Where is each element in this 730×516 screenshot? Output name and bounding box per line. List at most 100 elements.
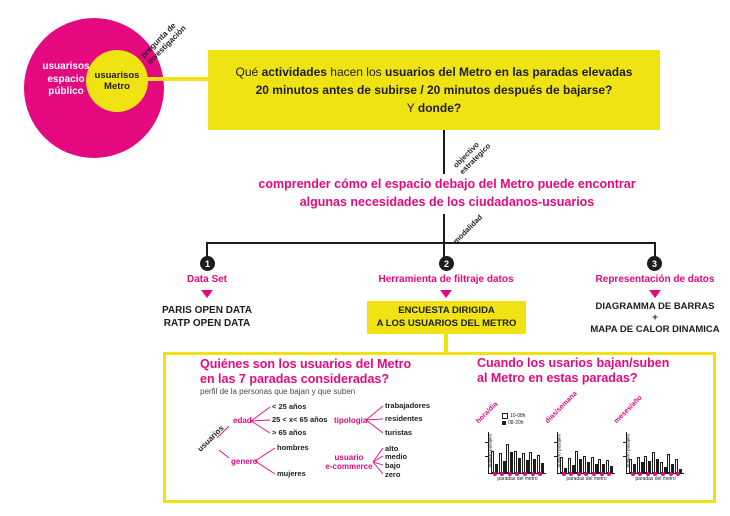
parada-dot xyxy=(523,472,528,476)
bar-solid xyxy=(525,460,529,473)
chart-title: meses/año xyxy=(613,394,644,425)
bar-solid xyxy=(510,452,514,473)
axis-tick xyxy=(623,442,626,443)
bar-group xyxy=(667,454,675,476)
bar-group xyxy=(598,459,606,476)
objective-statement: comprender cómo el espacio debajo del Me… xyxy=(258,177,636,209)
branch-1-title: Data Set xyxy=(186,274,227,285)
venn-outer-label: usuarisos espacio público xyxy=(42,61,90,97)
chart-plot-area: numero pasajero paradas del metro xyxy=(485,432,546,482)
branch-stub-3 xyxy=(654,242,656,257)
bar-group xyxy=(582,456,590,476)
bar-chart-meses-ano: meses/año numero pasajero paradas del me… xyxy=(613,394,686,500)
parada-dot xyxy=(645,472,650,476)
bar-group xyxy=(506,444,514,476)
step-2-badge: 2 xyxy=(439,256,454,271)
parada-dot xyxy=(584,472,589,476)
x-axis-label: paradas del metro xyxy=(566,476,607,482)
bar-solid xyxy=(533,459,537,473)
question-text-bold: actividades xyxy=(261,65,327,79)
triangle-down-icon xyxy=(440,290,452,298)
tree-option: turistas xyxy=(385,428,413,437)
bar-solid xyxy=(663,467,667,473)
bar-solid xyxy=(655,459,659,473)
question-text: hacen los xyxy=(326,65,385,79)
bar-outline xyxy=(582,456,586,473)
bar-group xyxy=(529,452,537,476)
bar-solid xyxy=(609,466,613,473)
tree-option: medio xyxy=(385,452,408,461)
bar-solid xyxy=(517,458,521,473)
legend-row: 10-08h xyxy=(502,413,526,419)
bar-outline xyxy=(529,452,533,473)
bar-solid xyxy=(502,461,506,473)
tree-node-edad: edad xyxy=(233,416,252,425)
axis-tick xyxy=(554,456,557,457)
parada-dot xyxy=(561,472,566,476)
parada-dot xyxy=(576,472,581,476)
bar-outline xyxy=(667,454,671,473)
bar-group xyxy=(575,451,583,476)
x-axis-label: paradas del metro xyxy=(497,476,538,482)
bar-solid xyxy=(640,462,644,473)
parada-dot xyxy=(638,472,643,476)
bar-solid xyxy=(671,464,675,473)
triangle-down-icon xyxy=(201,290,213,298)
chart-title: dias/semana xyxy=(544,390,579,425)
panel-left-subtitle: perfil de la personas que bajan y que su… xyxy=(200,387,356,396)
bar-outline xyxy=(506,444,510,473)
modality-connector-line xyxy=(443,214,445,244)
question-text-bold: donde? xyxy=(417,101,462,115)
parada-dot xyxy=(515,472,520,476)
bar-outline xyxy=(567,458,571,473)
tree-option: hombres xyxy=(277,443,309,452)
question-text: Y xyxy=(406,101,418,115)
tree-option: trabajadores xyxy=(385,401,431,410)
panel-right-title: Cuando los usarios bajan/suben al Metro … xyxy=(477,356,670,385)
bar-outline xyxy=(598,459,602,473)
question-text: Qué xyxy=(235,65,262,79)
bar-outline xyxy=(590,457,594,473)
objectivo-estrategico-label: objectivo estrategico xyxy=(451,140,493,176)
bar-group xyxy=(659,462,667,476)
question-line-3: Y donde? xyxy=(208,99,660,117)
step-3-badge: 3 xyxy=(647,256,662,271)
tree-option: alto xyxy=(385,444,399,453)
question-line-1: Qué actividades hacen los usuarios del M… xyxy=(208,63,660,81)
bar-outline xyxy=(521,453,525,473)
axis-tick xyxy=(485,456,488,457)
tree-node-usuario-ecommerce: usuario e-commerce xyxy=(325,453,373,472)
branch-2-title: Herramienta de filtraje datos xyxy=(378,274,514,285)
question-line-2: 20 minutos antes de subirse / 20 minutos… xyxy=(255,83,613,97)
bar-chart-hora-dia: hora/dia 10-08h 08-20h numero pasajero p… xyxy=(475,396,548,500)
panel-left-title: Quiénes son los usuarios del Metro en la… xyxy=(200,357,412,386)
legend-label: 10-08h xyxy=(510,413,526,419)
chart-legend: 10-08h 08-20h xyxy=(502,413,526,426)
bar-solid xyxy=(540,463,544,473)
parada-dot xyxy=(653,472,658,476)
encuesta-panel-connector xyxy=(444,334,448,353)
tree-node-tipologia: tipologia xyxy=(334,416,368,425)
bar-chart-dias-semana: dias/semana numero pasajero paradas del … xyxy=(544,390,617,500)
tree-option: bajo xyxy=(385,461,401,470)
bar-group xyxy=(674,459,682,476)
bar-outline xyxy=(644,456,648,473)
axis-tick xyxy=(554,442,557,443)
parada-dot xyxy=(676,472,681,476)
bar-outline xyxy=(513,451,517,473)
bar-solid xyxy=(586,462,590,473)
branch-3-content: DIAGRAMMA DE BARRAS + MAPA DE CALOR DINA… xyxy=(590,301,720,335)
chart-plot-area: numero pasajero paradas del metro xyxy=(554,432,615,482)
bar-group xyxy=(567,458,575,476)
bar-solid xyxy=(571,465,575,473)
axis-tick xyxy=(485,442,488,443)
branch-stub-2 xyxy=(443,242,445,257)
legend-label: 08-20h xyxy=(508,420,524,426)
tree-option: 25 < x< 65 años xyxy=(272,415,328,424)
tree-option: > 65 años xyxy=(272,428,307,437)
bar-outline xyxy=(629,459,633,473)
encuesta-box: ENCUESTA DIRIGIDA A LOS USUARIOS DEL MET… xyxy=(367,301,526,334)
bar-group xyxy=(590,457,598,476)
bar-outline xyxy=(498,453,502,473)
